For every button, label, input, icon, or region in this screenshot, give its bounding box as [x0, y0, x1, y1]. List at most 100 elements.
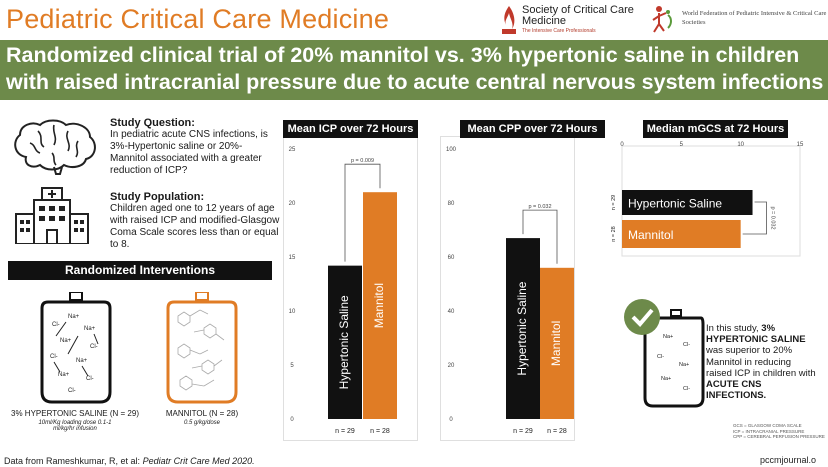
check-ion-5: Na+: [661, 376, 671, 382]
y-tick-label: 15: [289, 255, 296, 261]
y-tick-label: 20: [289, 201, 296, 207]
n-label: n = 29: [335, 428, 355, 435]
n-label: n = 28: [370, 428, 390, 435]
x-tick-label: 10: [737, 142, 744, 148]
bar-label: Hypertonic Saline: [337, 295, 351, 389]
hospital-icon: [15, 187, 89, 244]
abbr-icp: ICP = INTRACRANIAL PRESSURE: [733, 428, 805, 434]
hs-ion-8: Na+: [58, 372, 70, 378]
title-banner: Randomized clinical trial of 20% mannito…: [0, 40, 828, 100]
n-label: n = 29: [513, 428, 533, 435]
conclusion-acute: ACUTE CNS INFECTIONS.: [706, 379, 767, 402]
sccm-flame-icon: [502, 6, 516, 34]
x-tick-label: 5: [680, 142, 684, 148]
journal-url[interactable]: pccmjournal.o: [760, 455, 817, 465]
hs-ion-6: Cl-: [50, 354, 58, 360]
banner-line-1: Randomized clinical trial of 20% mannito…: [6, 43, 800, 67]
significance-bracket: [522, 209, 558, 264]
journal-title: Pediatric Critical Care Medicine: [6, 4, 390, 34]
abbr-cpp: CPP = CEREBRAL PERFUSION PRESSURE: [733, 434, 825, 439]
p-value: p = 0.009: [351, 158, 374, 164]
hs-ion-1: Na+: [68, 314, 80, 320]
mannitol-bag-icon: [166, 292, 238, 404]
icp-chart: 0 5 10 15 20 25 Hypertonic Saline n = 29 Mannito…: [289, 147, 397, 435]
bar: [622, 190, 753, 215]
hs-ion-3: Na+: [84, 326, 96, 332]
significance-bracket: [742, 201, 767, 235]
check-ion-2: Cl-: [683, 342, 690, 348]
citation-authors: Data from Rameshkumar, R, et al:: [4, 456, 141, 466]
gcs-chart: 0 5 10 15 Hypertonic Saline n = 29 Mannitol n =…: [611, 142, 804, 257]
hs-ion-4: Na+: [60, 338, 72, 344]
p-value: p = 0.032: [528, 204, 551, 210]
wfpiccs-figure-icon: [652, 6, 672, 33]
conclusion-pre: In this study,: [706, 323, 759, 334]
sccm-tagline: The Intensive Care Professionals: [522, 28, 596, 34]
y-tick-label: 25: [289, 147, 296, 153]
hs-ion-9: Cl-: [86, 376, 94, 382]
banner-line-2: with raised intracranial pressure due to…: [6, 70, 824, 94]
icp-chart-title: Mean ICP over 72 Hours: [283, 120, 418, 138]
bar-label: Hypertonic Saline: [628, 197, 722, 211]
conclusion-text: In this study, 3% HYPERTONIC SALINE was …: [706, 323, 818, 401]
y-tick-label: 0: [449, 417, 453, 423]
interventions-heading: Randomized Interventions: [8, 261, 272, 280]
n-label: n = 28: [547, 428, 567, 435]
y-tick-label: 60: [448, 255, 455, 261]
banner-title: Randomized clinical trial of 20% mannito…: [6, 42, 828, 96]
conclusion-mid: was superior to 20% Mannitol in reducing…: [706, 345, 816, 379]
hs-ion-10: Cl-: [68, 388, 76, 394]
study-population-heading: Study Population:: [110, 191, 205, 203]
header: Pediatric Critical Care Medicine Society…: [0, 0, 828, 40]
wfpiccs-name: World Federation of Pediatric Intensive …: [682, 10, 827, 26]
study-question-heading: Study Question:: [110, 117, 195, 129]
x-tick-label: 15: [797, 142, 804, 148]
bar: [328, 265, 362, 419]
bar-label: Mannitol: [549, 321, 563, 366]
y-tick-label: 10: [289, 309, 296, 315]
check-ion-1: Na+: [663, 334, 673, 340]
p-value: p = 0.032: [770, 206, 776, 229]
check-ion-6: Cl-: [683, 386, 690, 392]
y-tick-label: 80: [448, 201, 455, 207]
saline-bag-icon: Na+ Cl- Na+ Na+ Cl- Cl- Na+ Na+ Cl- Cl-: [40, 292, 112, 404]
citation-journal: Pediatr Crit Care Med 2020.: [142, 456, 255, 466]
bar: [506, 238, 540, 419]
cpp-chart-title: Mean CPP over 72 Hours: [460, 120, 605, 138]
significance-bracket: [344, 163, 381, 262]
abbreviations: GCS = GLASGOW COMA SCALE ICP = INTRACRAN…: [733, 423, 828, 440]
cpp-chart: 0 20 40 60 80 100 Hypertonic Saline n = 29 Manni…: [446, 147, 574, 435]
x-tick-label: 0: [620, 142, 624, 148]
gcs-chart-title: Median mGCS at 72 Hours: [643, 120, 788, 138]
abbr-gcs: GCS = GLASGOW COMA SCALE: [733, 423, 802, 428]
study-question-text: In pediatric acute CNS infections, is 3%…: [110, 129, 268, 176]
sccm-name: Society of Critical Care Medicine: [522, 4, 634, 27]
y-tick-label: 20: [448, 363, 455, 369]
hs-dose: 10ml/Kg loading dose 0.1-1 ml/kg/hr infu…: [38, 420, 112, 432]
brain-icon: [14, 119, 96, 175]
mannitol-dose: 0.5 g/kg/dose: [183, 420, 221, 426]
bar: [540, 267, 574, 419]
sccm-logo: Society of Critical Care Medicine The In…: [500, 3, 640, 37]
bar-label: Mannitol: [372, 283, 386, 328]
hs-caption: 3% HYPERTONIC SALINE (N = 29): [11, 409, 139, 418]
checkmark-bag-icon: Na+ Cl- Cl- Na+ Na+ Cl-: [624, 299, 705, 408]
y-tick-label: 100: [446, 147, 457, 153]
y-tick-label: 5: [290, 363, 294, 369]
bar: [622, 220, 741, 248]
hs-ion-2: Cl-: [52, 322, 60, 328]
n-label: n = 29: [611, 195, 617, 210]
conclusion-hs: 3% HYPERTONIC SALINE: [706, 323, 806, 346]
bar-label: Hypertonic Saline: [515, 281, 529, 375]
n-label: n = 28: [611, 226, 617, 241]
bar-label: Mannitol: [628, 228, 673, 242]
footer-citation: Data from Rameshkumar, R, et al: Pediatr…: [4, 456, 255, 466]
hs-ion-5: Cl-: [90, 344, 98, 350]
check-ion-3: Cl-: [657, 354, 664, 360]
y-tick-label: 0: [290, 417, 294, 423]
hs-ion-7: Na+: [76, 358, 88, 364]
mannitol-caption: MANNITOL (N = 28): [165, 409, 239, 418]
study-population-text: Children aged one to 12 years of age wit…: [110, 203, 280, 250]
wfpiccs-logo: World Federation of Pediatric Intensive …: [650, 3, 828, 37]
y-tick-label: 40: [448, 309, 455, 315]
